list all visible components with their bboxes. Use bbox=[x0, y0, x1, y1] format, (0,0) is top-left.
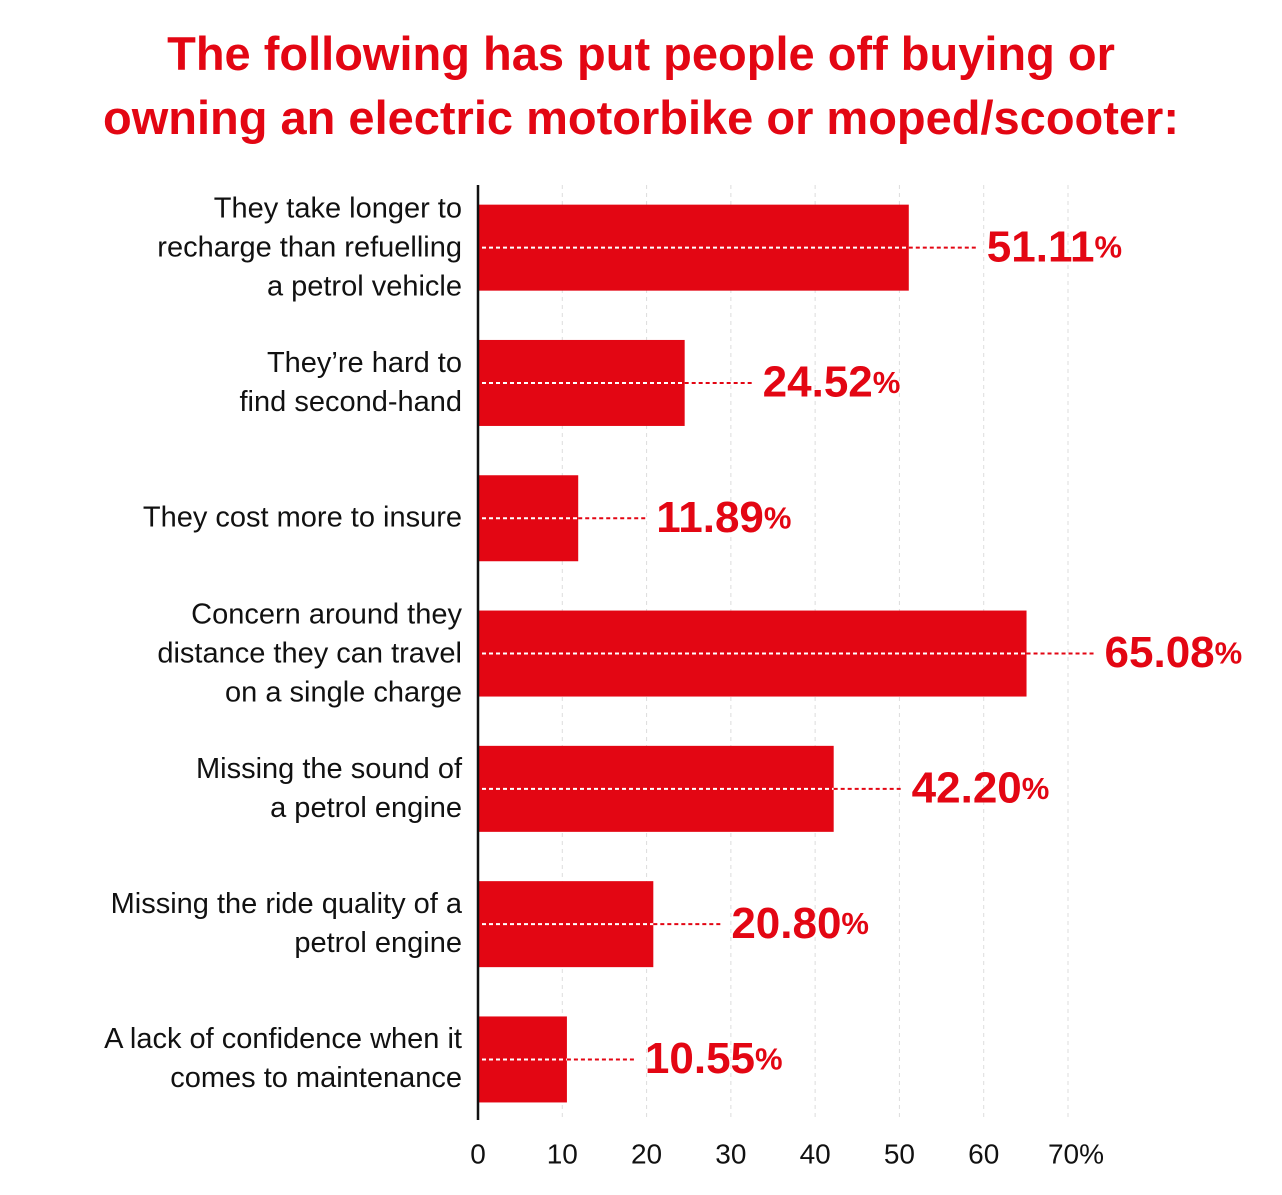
x-tick-label: 30 bbox=[715, 1138, 746, 1169]
y-tick-label: Missing the sound of a petrol engine bbox=[196, 752, 462, 824]
x-tick-label: 40 bbox=[800, 1138, 831, 1169]
value-label: 20.80% bbox=[731, 899, 869, 948]
value-label: 11.89% bbox=[656, 493, 791, 542]
value-label: 42.20% bbox=[912, 763, 1050, 812]
value-label: 51.11% bbox=[987, 222, 1122, 271]
y-tick-label: They cost more to insure bbox=[142, 501, 462, 534]
value-label: 24.52% bbox=[763, 358, 901, 407]
x-tick-label: 20 bbox=[631, 1138, 662, 1169]
y-tick-label: Concern around they distance they can tr… bbox=[157, 598, 462, 709]
x-tick-label: 0 bbox=[470, 1138, 486, 1169]
bar bbox=[478, 745, 834, 832]
y-tick-label: They’re hard to find second-hand bbox=[239, 346, 463, 418]
bar bbox=[478, 475, 579, 562]
y-tick-label: Missing the ride quality of a petrol eng… bbox=[110, 888, 462, 960]
y-tick-label: They take longer to recharge than refuel… bbox=[157, 192, 462, 303]
value-label: 10.55% bbox=[645, 1034, 783, 1083]
x-tick-label: 60 bbox=[968, 1138, 999, 1169]
x-tick-label: 50 bbox=[884, 1138, 915, 1169]
chart-title: The following has put people off buying … bbox=[103, 27, 1179, 144]
x-tick-label: 70% bbox=[1048, 1138, 1104, 1169]
value-label: 65.08% bbox=[1105, 628, 1243, 677]
x-tick-label: 10 bbox=[547, 1138, 578, 1169]
y-tick-label: A lack of confidence when it comes to ma… bbox=[104, 1023, 462, 1095]
